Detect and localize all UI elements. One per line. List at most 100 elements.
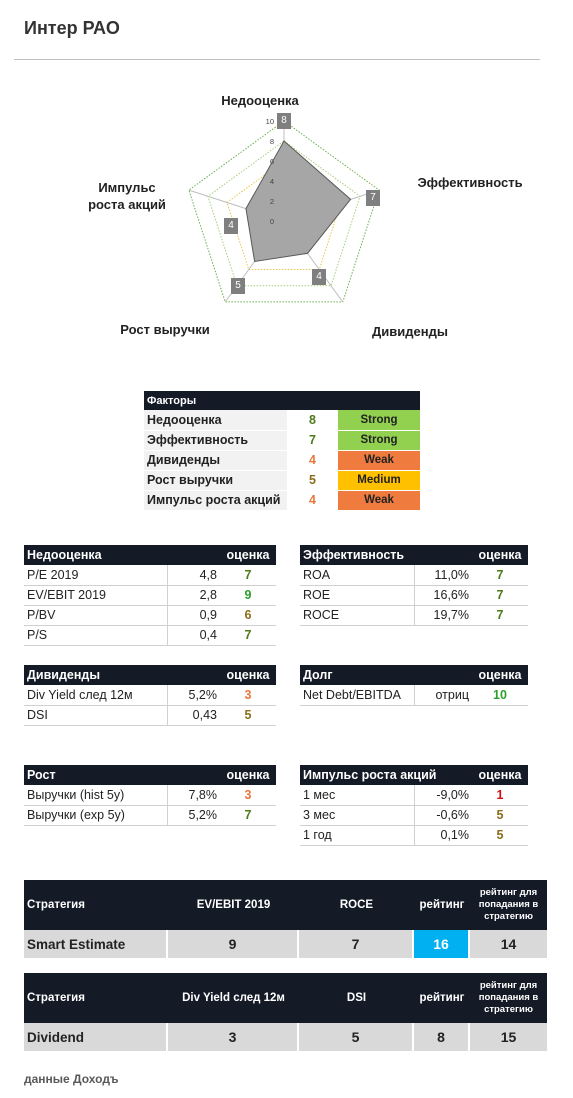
factor-score: 8	[287, 410, 338, 430]
table-row: P/S 0,4 7	[24, 625, 276, 646]
metric-score: 9	[220, 585, 276, 606]
factor-name: Дивиденды	[144, 450, 287, 471]
score-header: оценка	[472, 545, 528, 565]
radar-label-momentum: Импульс роста акций	[88, 180, 166, 212]
radar-grid-ring	[207, 140, 361, 287]
metric-score: 3	[220, 785, 276, 806]
metric-name: EV/EBIT 2019	[24, 585, 168, 606]
metric-name: ROCE	[300, 605, 415, 626]
radar-value-valuation: 8	[277, 113, 291, 129]
metric-name: Выручки (hist 5y)	[24, 785, 168, 806]
factor-score: 4	[287, 450, 338, 470]
radar-tick-label: 8	[270, 137, 274, 146]
metric-score: 7	[220, 805, 276, 826]
table-row: 3 мес -0,6% 5	[300, 805, 528, 826]
metric-value: 2,8	[167, 585, 220, 606]
factor-level: Medium	[338, 470, 420, 491]
table-row: DSI 0,43 5	[24, 705, 276, 726]
strategy-col-threshold: рейтинг для попадания в стратегию	[478, 887, 539, 922]
radar-label-dividends: Дивиденды	[372, 324, 448, 339]
strategy-rating: 8	[414, 1023, 470, 1051]
metric-value: -9,0%	[414, 785, 472, 806]
strategy-dividend: Стратегия Div Yield след 12м DSI рейтинг…	[24, 973, 547, 1051]
radar-tick-label: 6	[270, 157, 274, 166]
table-header: Недооценка оценка	[24, 545, 276, 565]
radar-value-momentum: 4	[224, 218, 238, 234]
table-row: P/BV 0,9 6	[24, 605, 276, 626]
metric-score: 7	[220, 565, 276, 586]
metric-name: P/E 2019	[24, 565, 168, 586]
strategy-metric1-score: 3	[168, 1023, 299, 1051]
strategy-rating: 16	[414, 930, 470, 958]
table-title: Недооценка	[24, 545, 220, 565]
efficiency-table: Эффективность оценка ROA 11,0% 7 ROE 16,…	[300, 545, 528, 626]
metric-value: 7,8%	[167, 785, 220, 806]
factor-level: Weak	[338, 450, 420, 471]
metric-score: 5	[472, 825, 528, 846]
score-header: оценка	[472, 665, 528, 685]
factor-score: 7	[287, 430, 338, 450]
radar-label-efficiency: Эффективность	[417, 175, 523, 190]
table-header: Эффективность оценка	[300, 545, 528, 565]
metric-value: 11,0%	[414, 565, 472, 586]
metric-score: 6	[220, 605, 276, 626]
metric-value: 19,7%	[414, 605, 472, 626]
strategy-col-threshold: рейтинг для попадания в стратегию	[478, 980, 539, 1015]
table-row: ROA 11,0% 7	[300, 565, 528, 586]
radar-label-revenue-growth: Рост выручки	[120, 322, 210, 337]
radar-data-polygon	[245, 140, 352, 263]
score-header: оценка	[220, 665, 276, 685]
metric-value: 5,2%	[167, 685, 220, 706]
factor-row: Импульс роста акций 4 Weak	[144, 490, 420, 511]
strategy-metric2-score: 7	[299, 930, 414, 958]
metric-value: 4,8	[167, 565, 220, 586]
factor-row: Рост выручки 5 Medium	[144, 470, 420, 491]
metric-score: 7	[472, 605, 528, 626]
table-row: P/E 2019 4,8 7	[24, 565, 276, 586]
metric-score: 3	[220, 685, 276, 706]
metric-name: ROE	[300, 585, 415, 606]
strategy-col-name: Стратегия	[27, 992, 85, 1004]
radar-tick-label: 10	[266, 117, 274, 126]
strategy-col-metric2: ROCE	[339, 899, 374, 911]
strategy-threshold: 15	[470, 1023, 547, 1051]
debt-table: Долг оценка Net Debt/EBITDA отриц 10	[300, 665, 528, 706]
metric-name: 3 мес	[300, 805, 415, 826]
table-title: Долг	[300, 665, 472, 685]
factors-table: Факторы Недооценка 8 Strong Эффективност…	[144, 391, 420, 511]
factors-header: Факторы	[144, 391, 420, 410]
factor-row: Эффективность 7 Strong	[144, 430, 420, 451]
strategy-metric1-score: 9	[168, 930, 299, 958]
factor-score: 5	[287, 470, 338, 490]
strategy-name: Smart Estimate	[24, 930, 168, 958]
strategy-col-name: Стратегия	[27, 899, 85, 911]
factor-row: Дивиденды 4 Weak	[144, 450, 420, 471]
strategy-row: Smart Estimate 9 7 16 14	[24, 930, 547, 958]
radar-value-efficiency: 7	[366, 190, 380, 206]
factor-name: Недооценка	[144, 410, 287, 431]
metric-value: 16,6%	[414, 585, 472, 606]
metric-score: 5	[472, 805, 528, 826]
metric-name: DSI	[24, 705, 168, 726]
radar-value-revenue-growth: 5	[231, 278, 245, 294]
metric-value: 5,2%	[167, 805, 220, 826]
table-title: Импульс роста акций	[300, 765, 472, 785]
strategy-row: Dividend 3 5 8 15	[24, 1023, 547, 1051]
table-title: Эффективность	[300, 545, 472, 565]
table-title: Дивиденды	[24, 665, 220, 685]
factor-level: Weak	[338, 490, 420, 511]
title-divider	[14, 59, 540, 60]
radar-value-dividends: 4	[312, 269, 326, 285]
factor-level: Strong	[338, 410, 420, 431]
table-row: 1 мес -9,0% 1	[300, 785, 528, 806]
metric-score: 5	[220, 705, 276, 726]
radar-grid-ring	[188, 120, 380, 303]
score-header: оценка	[220, 545, 276, 565]
factor-name: Эффективность	[144, 430, 287, 451]
metric-name: Div Yield след 12м	[24, 685, 168, 706]
metric-name: Net Debt/EBITDA	[300, 685, 415, 706]
strategy-threshold: 14	[470, 930, 547, 958]
factor-score: 4	[287, 490, 338, 510]
metric-value: 0,9	[167, 605, 220, 626]
metric-score: 7	[472, 565, 528, 586]
